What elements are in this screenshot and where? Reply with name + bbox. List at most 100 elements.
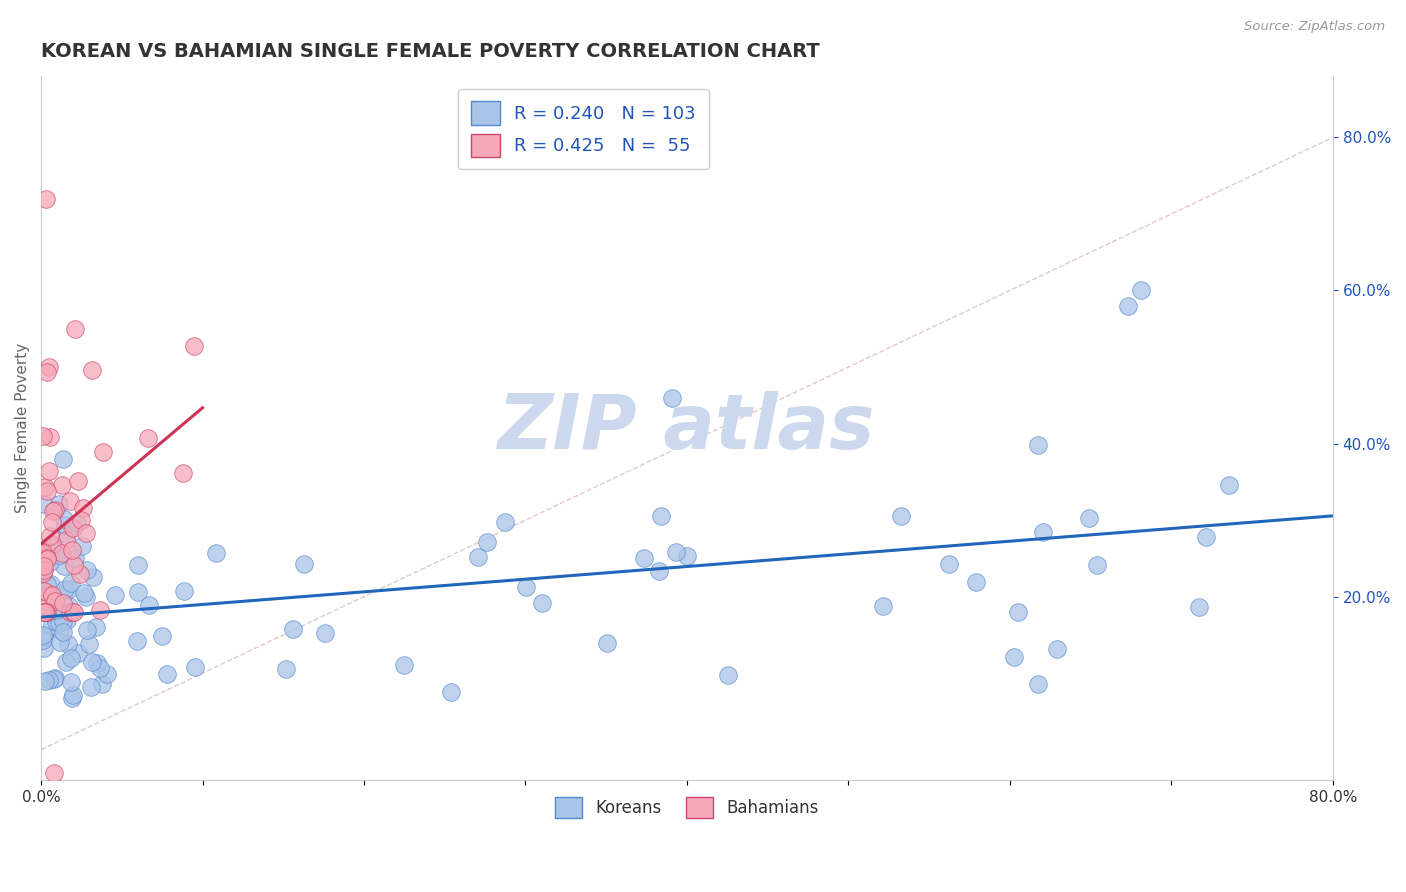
Point (63, 558, 86, 573)
Point (633, 550, 655, 565)
Point (1218, 478, 1240, 492)
Point (62, 688, 84, 702)
Point (392, 657, 415, 672)
Point (42, 539, 65, 553)
Point (55, 655, 77, 669)
Point (32, 584, 55, 599)
Point (67, 474, 90, 488)
Point (52, 625, 75, 640)
Point (49, 548, 72, 562)
Point (70, 513, 93, 527)
Point (45, 615, 67, 629)
Point (439, 685, 461, 699)
Point (51, 478, 73, 492)
Point (184, 660, 207, 674)
Point (42, 765, 65, 780)
Point (136, 431, 159, 445)
Point (52, 451, 75, 466)
Point (32, 630, 55, 644)
Point (49, 634, 72, 648)
Point (1078, 511, 1101, 525)
Point (38, 359, 60, 374)
Point (34, 605, 56, 619)
Point (530, 596, 553, 610)
Point (80, 681, 103, 695)
Point (89, 661, 111, 675)
Point (34, 559, 56, 574)
Point (314, 626, 336, 640)
Legend: Koreans, Bahamians: Koreans, Bahamians (548, 790, 825, 825)
Point (39, 576, 62, 591)
Point (45, 603, 67, 617)
Point (665, 545, 688, 559)
Point (44, 593, 66, 607)
Point (38, 430, 60, 444)
Point (31, 566, 53, 580)
Text: ZIP atlas: ZIP atlas (498, 392, 876, 466)
Point (48, 497, 70, 511)
Point (58, 582, 80, 596)
Point (281, 622, 304, 636)
Point (205, 546, 228, 560)
Point (183, 338, 205, 352)
Point (41, 537, 63, 551)
Point (60, 690, 83, 705)
Point (150, 629, 173, 643)
Point (84, 620, 107, 634)
Point (34, 605, 56, 619)
Point (717, 668, 740, 682)
Point (35, 605, 58, 619)
Point (52, 512, 75, 526)
Point (66, 516, 89, 531)
Point (76, 623, 98, 637)
Point (31, 547, 53, 561)
Point (34, 545, 56, 559)
Point (44, 673, 66, 687)
Point (32, 558, 55, 572)
Point (1195, 530, 1218, 544)
Point (647, 564, 669, 578)
Point (41, 515, 63, 529)
Point (890, 508, 912, 523)
Point (69, 567, 91, 582)
Point (35, 599, 58, 613)
Point (1085, 558, 1108, 572)
Point (35, 192, 58, 206)
Point (48, 616, 70, 631)
Text: Source: ZipAtlas.com: Source: ZipAtlas.com (1244, 20, 1385, 33)
Point (53, 558, 76, 573)
Point (62, 521, 84, 535)
Point (52, 614, 75, 628)
Point (35, 483, 58, 498)
Point (52, 596, 75, 610)
Point (650, 509, 672, 524)
Point (35, 605, 58, 619)
Point (37, 552, 59, 566)
Point (1129, 284, 1152, 298)
Point (82, 656, 104, 670)
Point (1007, 605, 1029, 619)
Point (1002, 649, 1025, 664)
Point (467, 550, 489, 565)
Point (292, 557, 315, 571)
Point (38, 464, 60, 478)
Point (73, 585, 96, 599)
Point (51, 546, 73, 560)
Point (44, 503, 66, 517)
Point (77, 637, 100, 651)
Point (965, 574, 987, 589)
Point (31, 429, 53, 443)
Point (34, 674, 56, 689)
Point (494, 515, 516, 529)
Point (1026, 677, 1049, 691)
Point (103, 588, 125, 602)
Point (59, 651, 82, 665)
Point (34, 605, 56, 619)
Point (872, 599, 894, 613)
Point (32, 562, 55, 576)
Point (1028, 438, 1050, 452)
Point (127, 585, 149, 599)
Point (91, 445, 114, 459)
Point (38, 529, 60, 543)
Point (42, 504, 65, 518)
